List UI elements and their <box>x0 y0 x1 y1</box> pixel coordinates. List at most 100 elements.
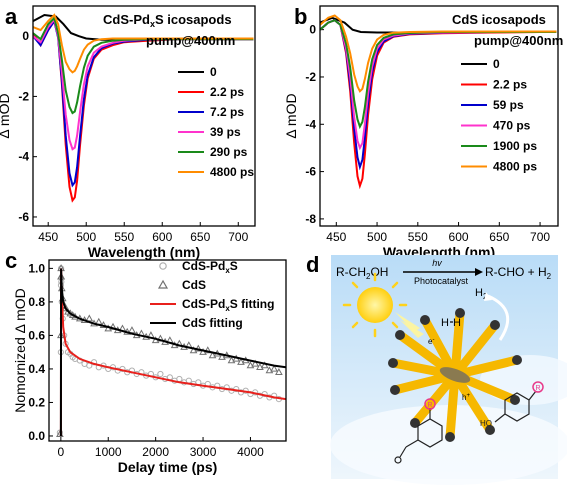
data-point-triangle <box>275 368 283 375</box>
y-tick-label: 0.6 <box>28 328 45 342</box>
x-tick-label: 3000 <box>190 445 217 459</box>
r-group-label: R <box>535 385 540 392</box>
plot-area <box>33 13 254 203</box>
panel-a-chart: 450 500 550 600 650 700 0 -2 -4 -6 Wavelength (nm)… <box>0 4 256 260</box>
r-group-circle <box>424 398 436 410</box>
light-beam-icon <box>395 312 424 338</box>
arrow-top-label: hv <box>432 258 442 268</box>
data-point-triangle <box>246 361 255 369</box>
panel-d-letter: d <box>306 252 319 277</box>
aldehyde-molecule-icon <box>394 408 443 464</box>
data-point-triangle <box>203 346 212 354</box>
data-point-triangle <box>260 361 269 369</box>
data-point-triangle <box>237 358 245 365</box>
y-tick-label: 0.2 <box>28 395 45 409</box>
y-tick-label: -8 <box>305 212 316 226</box>
h-atom-left: H <box>441 317 449 329</box>
x-tick-label: 500 <box>367 230 387 244</box>
data-point-triangle <box>227 356 236 364</box>
legend-label: 7.2 ps <box>210 105 244 119</box>
y-tick-label: 1.0 <box>28 261 45 275</box>
x-tick-label: 600 <box>152 230 172 244</box>
legend-label: CdS-PdxS <box>182 259 238 275</box>
x-tick-label: 700 <box>530 230 550 244</box>
plot-area <box>56 264 286 437</box>
legend-label: 2.2 ps <box>210 85 244 99</box>
r-group-label: R <box>427 402 432 409</box>
legend-label: 290 ps <box>210 145 248 159</box>
y-tick-label: -4 <box>305 117 316 131</box>
series-line-3 <box>59 268 286 437</box>
legend-label: 0 <box>493 57 500 71</box>
series-line-2 <box>59 268 286 437</box>
y-tick-label: -6 <box>18 210 29 224</box>
data-point-circle <box>157 370 164 378</box>
panel-d-schematic: d R-CH2OH hv Photocatalyst R-CHO + H2 <box>306 252 567 485</box>
data-point-triangle <box>218 352 226 360</box>
legend-label: 0 <box>210 65 217 79</box>
hole-label: h+ <box>462 393 470 402</box>
h2-release-arrow <box>487 294 510 341</box>
cloud-shape <box>330 405 567 485</box>
product-label: R-CHO + H2 <box>485 265 552 281</box>
panel-letter: a <box>5 4 18 29</box>
y-tick-label: -4 <box>18 150 29 164</box>
x-tick-label: 450 <box>326 230 346 244</box>
chart-title-line2: pump@400nm <box>146 33 235 48</box>
reaction-arrowhead <box>475 268 483 276</box>
x-tick-label: 650 <box>489 230 509 244</box>
data-point-triangle <box>270 364 278 372</box>
legend-label: 470 ps <box>493 119 531 133</box>
data-point-triangle <box>208 351 217 359</box>
data-point-circle <box>176 375 183 383</box>
axes-frame <box>319 5 559 227</box>
x-tick-label: 700 <box>228 230 248 244</box>
alcohol-molecule-icon <box>494 390 537 423</box>
x-tick-label: 450 <box>38 230 58 244</box>
panel-letter: c <box>5 248 17 273</box>
plot-area <box>320 14 557 190</box>
legend-swatch <box>159 262 167 270</box>
data-point-triangle <box>265 366 274 374</box>
x-tick-label: 2000 <box>142 445 169 459</box>
legend-label: CdS <box>182 278 206 292</box>
panel-c-chart: 0 1000 2000 3000 4000 0.0 0.2 0.4 0.6 0.8 1.0 Delay… <box>5 248 287 475</box>
axes-frame <box>48 259 287 442</box>
x-tick-label: 1000 <box>95 445 122 459</box>
sun-icon <box>342 272 408 338</box>
electron-label: e- <box>428 337 434 346</box>
legend-label: 59 ps <box>493 98 524 112</box>
x-tick-label: 500 <box>76 230 96 244</box>
x-axis-label: Delay time (ps) <box>118 459 218 475</box>
reactant-label: R-CH2OH <box>336 265 388 281</box>
data-point-triangle <box>256 363 264 370</box>
data-point-triangle <box>251 359 260 367</box>
legend-label: 39 ps <box>210 125 241 139</box>
y-tick-label: -2 <box>18 89 29 103</box>
x-tick-label: 650 <box>190 230 210 244</box>
data-point-triangle <box>85 314 94 322</box>
chart-title-line2: pump@400nm <box>474 33 563 48</box>
legend-label: 1900 ps <box>493 139 537 153</box>
y-tick-label: -6 <box>305 165 316 179</box>
y-tick-label: 0.8 <box>28 295 45 309</box>
y-tick-label: -2 <box>305 70 316 84</box>
x-tick-label: 0 <box>58 445 65 459</box>
y-axis-label: Δ mOD <box>283 93 299 138</box>
x-axis-label: Wavelength (nm) <box>88 244 200 260</box>
y-tick-label: 0 <box>22 29 29 43</box>
legend-label: CdS-PdxS fitting <box>182 297 274 313</box>
chart-title-line1: CdS icosapods <box>452 12 546 27</box>
data-point-triangle <box>189 346 198 354</box>
y-tick-label: 0 <box>309 23 316 37</box>
legend-label: 2.2 ps <box>493 78 527 92</box>
chart-title-line1: CdS-PdxS icosapods <box>103 12 232 29</box>
data-point-triangle <box>128 326 136 334</box>
y-axis-label: Δ mOD <box>0 93 12 138</box>
y-tick-label: 0.0 <box>28 429 45 443</box>
series-line-5 <box>33 13 254 74</box>
x-tick-label: 550 <box>408 230 428 244</box>
x-tick-label: 550 <box>114 230 134 244</box>
